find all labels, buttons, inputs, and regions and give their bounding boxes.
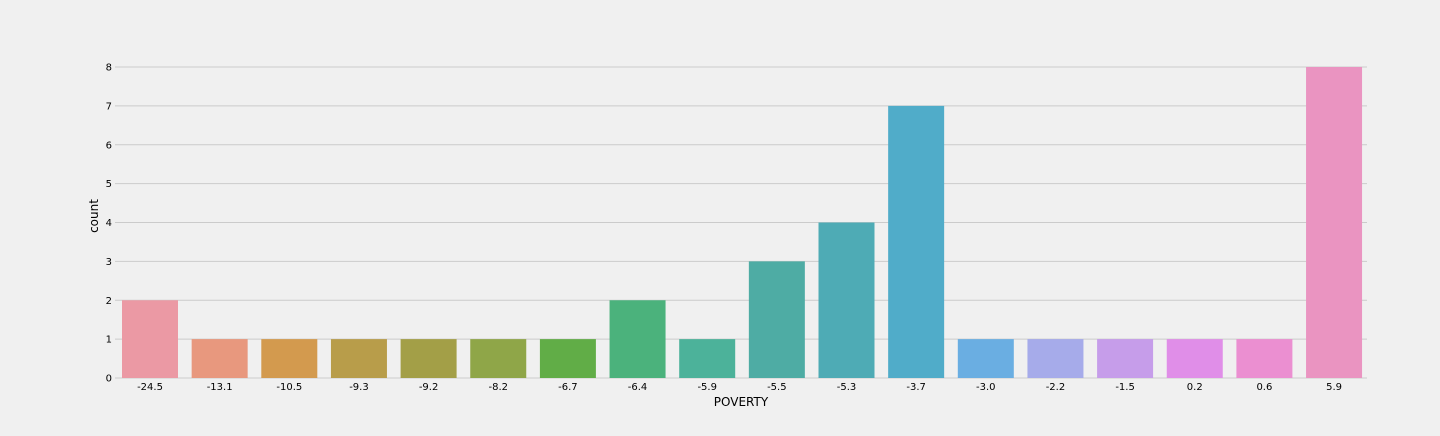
bar (609, 300, 666, 378)
x-tick-label: -5.9 (697, 382, 717, 393)
x-tick-label: 5.9 (1326, 382, 1342, 393)
x-tick-label: -9.2 (419, 382, 439, 393)
bar (1166, 339, 1223, 378)
bar (818, 222, 875, 378)
y-tick-label: 2 (106, 296, 112, 307)
bar (1027, 339, 1084, 378)
bar (1236, 339, 1293, 378)
x-tick-label: 0.6 (1256, 382, 1272, 393)
x-tick-label: -2.2 (1046, 382, 1066, 393)
grid-lines (115, 66, 1367, 379)
bar (1306, 67, 1363, 378)
bar (261, 339, 318, 378)
y-axis-label: count (87, 199, 101, 233)
y-tick-label: 7 (106, 101, 112, 112)
y-tick-labels: 0 1 2 3 4 5 6 7 8 (106, 63, 112, 385)
bar (957, 339, 1014, 378)
y-tick-label: 0 (106, 374, 112, 385)
x-tick-label: -3.7 (906, 382, 926, 393)
y-tick-label: 3 (106, 257, 112, 268)
x-tick-label: 0.2 (1187, 382, 1203, 393)
bar (888, 105, 945, 378)
bar (470, 339, 527, 378)
bar (400, 339, 457, 378)
bars (122, 67, 1363, 378)
bar (1097, 339, 1154, 378)
x-tick-label: -3.0 (976, 382, 996, 393)
x-tick-label: -13.1 (207, 382, 233, 393)
bar (191, 339, 248, 378)
bar (539, 339, 596, 378)
bar (679, 339, 736, 378)
y-tick-label: 1 (106, 335, 112, 346)
x-tick-label: -5.5 (767, 382, 787, 393)
x-tick-label: -24.5 (137, 382, 163, 393)
x-tick-labels: -24.5 -13.1 -10.5 -9.3 -9.2 -8.2 -6.7 -6.4 -5.9 -… (137, 382, 1342, 393)
x-tick-label: -1.5 (1115, 382, 1135, 393)
y-tick-label: 4 (106, 218, 112, 229)
x-tick-label: -6.4 (628, 382, 648, 393)
x-axis-label: POVERTY (714, 395, 769, 409)
x-tick-label: -9.3 (349, 382, 369, 393)
x-tick-label: -6.7 (558, 382, 578, 393)
x-tick-label: -10.5 (276, 382, 302, 393)
bar (330, 339, 387, 378)
x-tick-label: -5.3 (837, 382, 857, 393)
bar (122, 300, 178, 378)
y-tick-label: 6 (106, 140, 112, 151)
bar (748, 261, 805, 378)
x-tick-label: -8.2 (488, 382, 508, 393)
y-tick-label: 5 (106, 179, 112, 190)
y-tick-label: 8 (106, 63, 112, 74)
